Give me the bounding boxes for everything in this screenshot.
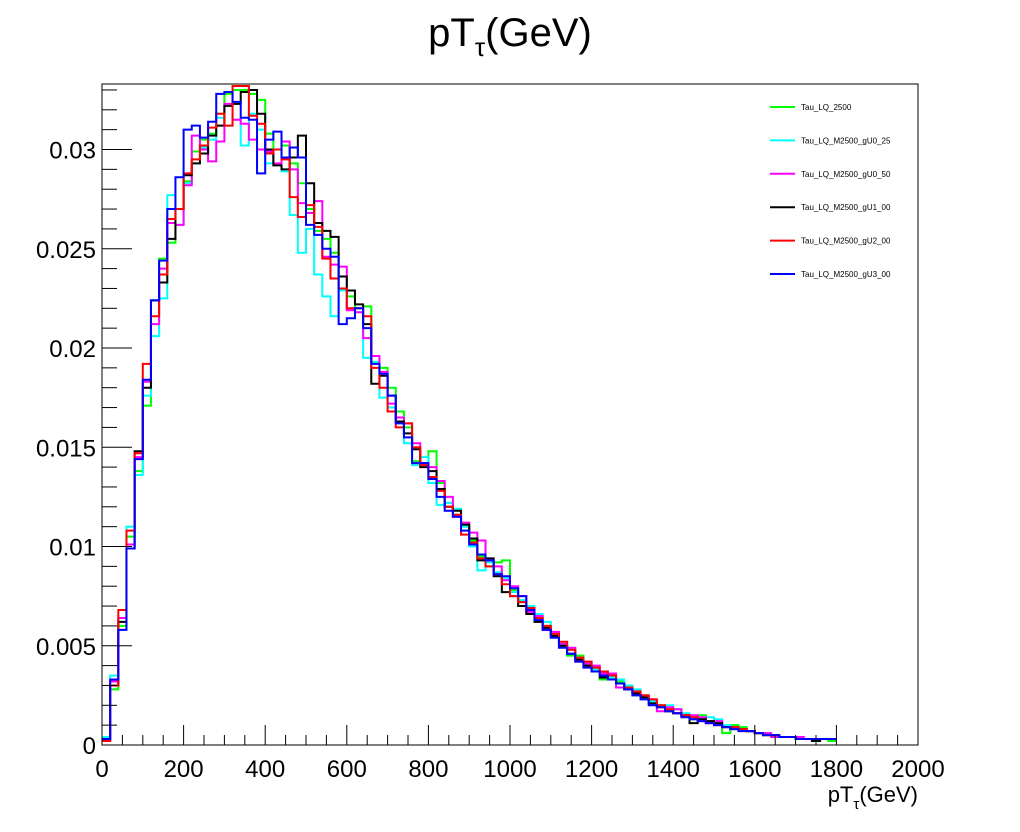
y-tick-label: 0.005 <box>36 634 96 661</box>
y-axis: 0 0.005 0.01 0.015 0.02 0.025 0.03 <box>36 89 132 760</box>
y-tick-label: 0 <box>83 733 96 760</box>
x-axis-label: pTτ(GeV) <box>828 782 918 813</box>
x-tick-label: 800 <box>408 756 448 783</box>
x-tick-label: 2000 <box>891 756 944 783</box>
x-tick-label: 0 <box>95 756 108 783</box>
x-tick-label: 600 <box>327 756 367 783</box>
y-tick-label: 0.02 <box>49 336 96 363</box>
legend-label: Tau_LQ_M2500_gU0_25 <box>801 136 891 145</box>
legend-label: Tau_LQ_M2500_gU3_00 <box>801 270 891 279</box>
x-tick-label: 200 <box>164 756 204 783</box>
x-tick-label: 1000 <box>483 756 536 783</box>
legend-label: Tau_LQ_M2500_gU1_00 <box>801 203 891 212</box>
x-tick-label: 1400 <box>647 756 700 783</box>
x-tick-label: 400 <box>245 756 285 783</box>
y-tick-label: 0.015 <box>36 435 96 462</box>
y-tick-label: 0.01 <box>49 535 96 562</box>
x-tick-label: 1800 <box>810 756 863 783</box>
legend-label: Tau_LQ_M2500_gU0_50 <box>801 170 891 179</box>
x-axis: 0 200 400 600 800 1000 1200 1400 1600 1800 2000 <box>95 725 945 783</box>
legend: Tau_LQ_2500 Tau_LQ_M2500_gU0_25 Tau_LQ_M25… <box>770 103 891 279</box>
legend-label: Tau_LQ_M2500_gU2_00 <box>801 237 891 246</box>
series-layer <box>102 84 837 743</box>
legend-label: Tau_LQ_2500 <box>801 103 852 112</box>
x-tick-label: 1200 <box>565 756 618 783</box>
chart-title: pTτ(GeV) <box>428 11 592 62</box>
series-line-5 <box>102 90 837 741</box>
y-tick-label: 0.03 <box>49 138 96 165</box>
x-tick-label: 1600 <box>728 756 781 783</box>
y-tick-label: 0.025 <box>36 237 96 264</box>
